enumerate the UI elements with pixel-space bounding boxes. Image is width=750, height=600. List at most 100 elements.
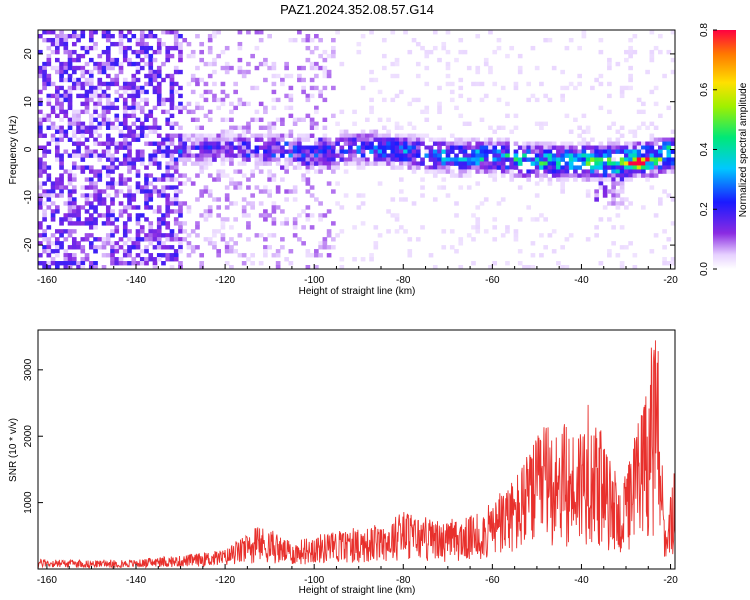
spectrogram-cell: [432, 137, 438, 142]
spectrogram-cell: [139, 105, 145, 111]
spectrogram-cell: [212, 69, 217, 75]
spectrogram-cell: [67, 257, 73, 262]
spectrogram-cell: [492, 161, 498, 166]
spectrogram-cell: [50, 233, 56, 238]
spectrogram-cell: [173, 169, 179, 174]
spectrogram-cell: [411, 137, 417, 142]
spectrogram-cell: [475, 217, 481, 222]
spectrogram-cell: [420, 137, 425, 142]
spectrogram-cell: [590, 145, 595, 150]
spectrogram-cell: [500, 233, 506, 238]
spectrogram-cell: [148, 109, 154, 115]
spectrogram-cell: [178, 33, 183, 39]
spectrogram-cell: [381, 153, 387, 158]
spectrogram-cell: [653, 169, 659, 174]
spectrogram-cell: [93, 41, 98, 47]
spectrogram-cell: [93, 61, 98, 67]
spectrogram-cell: [288, 149, 294, 154]
spectrogram-cell: [84, 61, 90, 67]
spectrogram-cell: [292, 217, 298, 222]
spectrogram-cell: [46, 37, 52, 43]
spectrogram-cell: [492, 177, 498, 182]
spectrogram-cell: [360, 129, 366, 134]
spectrogram-cell: [360, 193, 366, 198]
spectrogram-cell: [271, 133, 277, 138]
spectrogram-cell: [156, 237, 162, 242]
spectrogram-cell: [110, 229, 115, 234]
spectrogram-cell: [424, 145, 430, 150]
spectrogram-cell: [432, 153, 438, 158]
spectrogram-cell: [54, 177, 60, 182]
spectrogram-cell: [237, 137, 243, 142]
spectrogram-cell: [602, 161, 608, 166]
spectrogram-cell: [543, 141, 548, 146]
spectrogram-cell: [131, 165, 137, 170]
spectrogram-cell: [144, 165, 149, 170]
spectrogram-cell: [199, 161, 205, 166]
spectrogram-cell: [237, 149, 243, 154]
spectrogram-cell: [186, 81, 192, 87]
spectrogram-cell: [237, 57, 243, 63]
spectrogram-cell: [551, 161, 557, 166]
spectrogram-cell: [76, 53, 81, 59]
spectrogram-cell: [152, 141, 158, 146]
spectrogram-cell: [360, 157, 366, 162]
spectrogram-cell: [101, 253, 107, 258]
spectrogram-cell: [581, 161, 587, 166]
spectrogram-cell: [649, 145, 655, 150]
spectrogram-cell: [156, 89, 162, 95]
spectrogram-cell: [88, 233, 94, 238]
spectrogram-cell: [267, 173, 272, 178]
spectrogram-cell: [309, 225, 315, 230]
spectrogram-cell: [93, 30, 98, 35]
spectrogram-cell: [105, 45, 111, 51]
spectrogram-cell: [628, 65, 633, 71]
spectrogram-cell: [122, 137, 128, 142]
spectrogram-cell: [271, 205, 277, 210]
spectrogram-cell: [466, 173, 472, 178]
spectrogram-cell: [161, 141, 166, 146]
spectrogram-cell: [479, 169, 485, 174]
spectrogram-cell: [577, 141, 582, 146]
spectrogram-cell: [88, 201, 94, 206]
spectrogram-cell: [118, 145, 124, 150]
spectrogram-cell: [666, 49, 672, 55]
spectrogram-cell: [666, 237, 672, 242]
spectrogram-cell: [564, 173, 570, 178]
spectrogram-cell: [505, 261, 510, 266]
spectrogram-cell: [118, 85, 124, 91]
spectrogram-cell: [97, 125, 103, 130]
spectrogram-cell: [488, 65, 493, 71]
spectrogram-cell: [309, 185, 315, 190]
spectrogram-cell: [152, 149, 158, 154]
spectrogram-cell: [173, 37, 179, 43]
spectrogram-cell: [165, 121, 171, 126]
spectrogram-cell: [50, 261, 56, 266]
spectrogram-cell: [88, 165, 94, 170]
spectrogram-cell: [233, 249, 238, 254]
spectrogram-cell: [352, 133, 357, 138]
spectrogram-cell: [594, 233, 599, 238]
spectrogram-cell: [339, 149, 345, 154]
spectrogram-cell: [556, 177, 561, 182]
spectrogram-cell: [339, 129, 345, 134]
spectrogram-cell: [305, 217, 311, 222]
spectrogram-cell: [178, 173, 183, 178]
spectrogram-cell: [500, 161, 506, 166]
spectrogram-cell: [275, 73, 281, 79]
spectrogram-cell: [611, 185, 616, 190]
spectrogram-cell: [373, 153, 379, 158]
spectrogram-cell: [203, 165, 209, 170]
spectrogram-cell: [398, 145, 404, 150]
spectrogram-cell: [220, 137, 226, 142]
spectrogram-cell: [80, 45, 86, 51]
spectrogram-cell: [462, 141, 468, 146]
spectrogram-cell: [59, 153, 64, 158]
spectrogram-cell: [229, 101, 234, 107]
spectrogram-cell: [607, 177, 612, 182]
spectrogram-cell: [352, 157, 357, 162]
spectrogram-cell: [301, 37, 306, 43]
spectrogram-cell: [42, 201, 47, 206]
spectrogram-cell: [122, 33, 128, 39]
spectrogram-cell: [122, 141, 128, 146]
